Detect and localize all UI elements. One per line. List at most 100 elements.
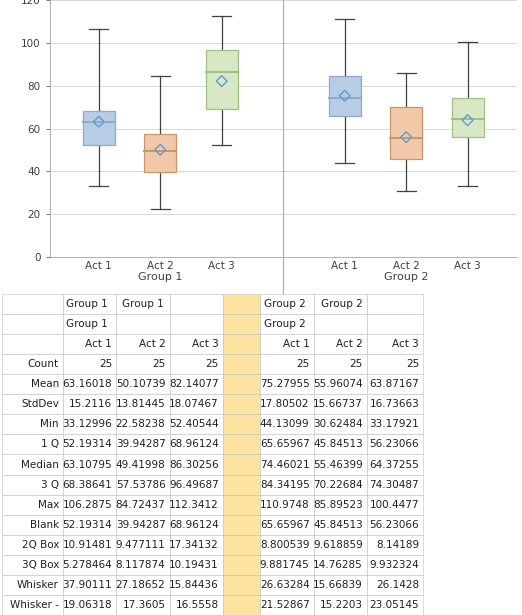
Text: 16.73663: 16.73663	[370, 399, 419, 410]
Text: 16.5558: 16.5558	[175, 600, 219, 610]
Text: 23.05145: 23.05145	[370, 600, 419, 610]
Bar	[367, 394, 423, 415]
Text: 55.96074: 55.96074	[313, 379, 363, 389]
Bar	[116, 294, 170, 314]
Bar	[314, 334, 367, 354]
Bar	[367, 374, 423, 394]
Text: Act 3: Act 3	[393, 339, 419, 349]
Bar	[367, 434, 423, 454]
Bar	[116, 595, 170, 615]
Text: 8.800539: 8.800539	[260, 540, 310, 550]
Bar	[367, 575, 423, 595]
Bar	[314, 494, 367, 515]
Bar	[116, 534, 170, 555]
Bar	[260, 314, 314, 334]
Text: Act 3: Act 3	[192, 339, 219, 349]
Text: 96.49687: 96.49687	[169, 480, 219, 490]
Bar	[314, 454, 367, 475]
Text: 57.53786: 57.53786	[116, 480, 165, 490]
Text: 15.2203: 15.2203	[320, 600, 363, 610]
Bar	[223, 394, 260, 415]
Bar	[367, 334, 423, 354]
Text: 68.96124: 68.96124	[169, 440, 219, 450]
Point	[340, 91, 349, 101]
Text: Group 2: Group 2	[264, 319, 305, 329]
Text: Act 2: Act 2	[139, 339, 165, 349]
Bar	[63, 575, 116, 595]
Text: 15.66839: 15.66839	[313, 580, 363, 590]
Text: Count: Count	[28, 359, 59, 369]
Bar	[170, 575, 223, 595]
Text: 17.80502: 17.80502	[260, 399, 310, 410]
Text: 25: 25	[296, 359, 310, 369]
Bar	[223, 475, 260, 494]
Bar	[223, 454, 260, 475]
Bar	[260, 494, 314, 515]
Text: 26.63284: 26.63284	[260, 580, 310, 590]
Bar	[116, 454, 170, 475]
Bar	[2, 394, 63, 415]
Bar	[314, 515, 367, 534]
Text: 3 Q: 3 Q	[41, 480, 59, 490]
Bar	[63, 374, 116, 394]
Text: Whisker -: Whisker -	[10, 600, 59, 610]
Bar	[2, 454, 63, 475]
Text: Mean: Mean	[31, 379, 59, 389]
Point	[464, 116, 472, 125]
Text: 37.90111: 37.90111	[63, 580, 112, 590]
Text: 45.84513: 45.84513	[313, 520, 363, 530]
Bar	[314, 595, 367, 615]
Bar	[314, 555, 367, 575]
Point	[94, 117, 103, 127]
Bar	[63, 595, 116, 615]
Text: 25: 25	[99, 359, 112, 369]
Text: 82.14077: 82.14077	[169, 379, 219, 389]
Bar	[314, 534, 367, 555]
Bar	[63, 434, 116, 454]
Bar	[116, 314, 170, 334]
Bar	[170, 294, 223, 314]
Text: 45.84513: 45.84513	[313, 440, 363, 450]
Text: 15.84436: 15.84436	[169, 580, 219, 590]
Bar	[2, 575, 63, 595]
Bar	[367, 595, 423, 615]
Bar	[170, 334, 223, 354]
Text: 25: 25	[206, 359, 219, 369]
Text: 65.65967: 65.65967	[260, 520, 310, 530]
Bar	[170, 515, 223, 534]
Text: 68.96124: 68.96124	[169, 520, 219, 530]
Text: 33.12996: 33.12996	[63, 419, 112, 429]
Text: Group 1: Group 1	[122, 299, 164, 309]
Bar	[223, 595, 260, 615]
Text: 52.19314: 52.19314	[63, 440, 112, 450]
Bar	[116, 374, 170, 394]
Bar	[2, 374, 63, 394]
Bar	[223, 374, 260, 394]
Bar	[2, 314, 63, 334]
Text: 5.278464: 5.278464	[63, 560, 112, 570]
Bar	[2, 494, 63, 515]
Bar	[260, 374, 314, 394]
Text: 22.58238: 22.58238	[116, 419, 165, 429]
Bar	[116, 475, 170, 494]
Bar	[170, 374, 223, 394]
Bar	[2, 354, 63, 374]
Bar	[367, 475, 423, 494]
Bar	[223, 534, 260, 555]
Bar	[367, 415, 423, 434]
Bar	[2, 334, 63, 354]
Bar	[170, 294, 223, 314]
Bar	[260, 394, 314, 415]
Text: 19.06318: 19.06318	[63, 600, 112, 610]
Bar	[260, 515, 314, 534]
Bar	[314, 475, 367, 494]
Text: 13.81445: 13.81445	[116, 399, 165, 410]
Bar	[170, 354, 223, 374]
Bar	[390, 106, 422, 159]
Text: 84.34195: 84.34195	[260, 480, 310, 490]
Bar	[367, 515, 423, 534]
Bar	[2, 534, 63, 555]
Text: 8.14189: 8.14189	[376, 540, 419, 550]
Text: 100.4477: 100.4477	[370, 499, 419, 510]
Text: 110.9748: 110.9748	[260, 499, 310, 510]
